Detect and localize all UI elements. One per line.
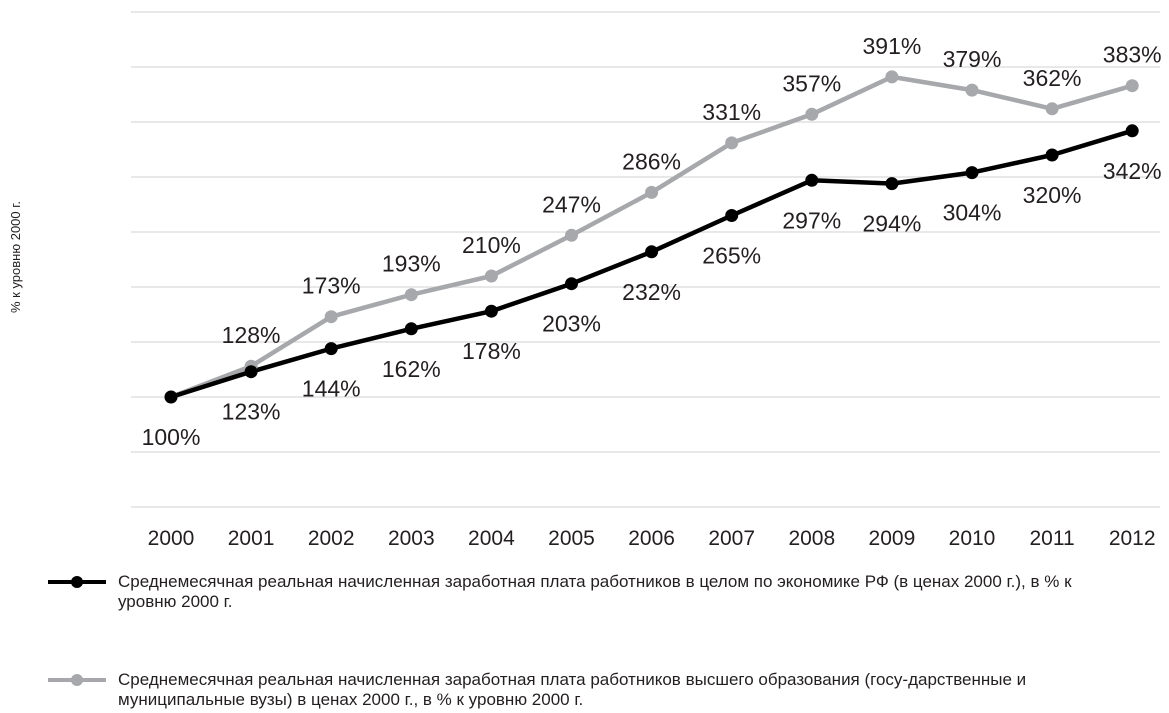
series-0-point	[244, 365, 258, 379]
legend-label-economy: Среднемесячная реальная начисленная зара…	[118, 572, 1072, 611]
x-tick-label: 2007	[708, 527, 755, 550]
data-label-series-0: 123%	[222, 399, 281, 425]
series-1-point	[484, 269, 498, 283]
data-label-series-0: 265%	[702, 243, 761, 269]
series-0-point	[725, 209, 739, 222]
x-tick-label: 2012	[1109, 527, 1156, 550]
series-line-1	[170, 74, 1133, 400]
x-tick-label: 2009	[869, 527, 916, 550]
data-label-series-1: 379%	[943, 46, 1002, 72]
series-0-point	[565, 277, 578, 291]
data-label-series-0: 294%	[862, 211, 921, 237]
series-1-point	[1125, 79, 1139, 93]
data-label-series-1: 286%	[622, 148, 681, 174]
x-tick-label: 2006	[628, 527, 675, 550]
data-label-series-0: 203%	[542, 311, 601, 337]
x-tick-label: 2000	[148, 527, 195, 550]
gridlines	[131, 11, 1160, 508]
data-label-series-1: 247%	[542, 191, 601, 217]
x-tick-label: 2008	[788, 527, 835, 550]
data-label-series-0: 178%	[462, 338, 521, 364]
x-tick-label: 2002	[308, 527, 355, 550]
data-label-series-0: 342%	[1103, 158, 1162, 184]
series-0-point	[1125, 124, 1139, 138]
data-label-series-0: 144%	[302, 376, 361, 402]
series-lines	[170, 74, 1133, 400]
series-1-point	[805, 107, 819, 121]
x-tick-label: 2010	[949, 527, 996, 550]
y-axis-label: % к уровню 2000 г.	[8, 201, 23, 313]
series-0-point	[484, 304, 498, 318]
legend-label-higher-education: Среднемесячная реальная начисленная зара…	[118, 670, 1027, 709]
data-label-series-1: 391%	[862, 33, 921, 59]
legend-item-economy: Среднемесячная реальная начисленная зара…	[48, 572, 1148, 612]
data-label-series-1: 128%	[222, 322, 281, 348]
data-label-series-1: 193%	[382, 251, 441, 277]
series-points	[164, 70, 1139, 404]
series-1-point	[885, 70, 899, 84]
series-0-point	[404, 322, 418, 336]
x-tick-label: 2004	[468, 527, 515, 550]
data-label-series-1: 383%	[1103, 42, 1162, 68]
series-0-point	[885, 177, 899, 191]
data-labels: 100% 123% 144% 162% 178% 203% 232% 265% 297% 294%…	[142, 33, 1162, 450]
series-1-point	[725, 136, 739, 150]
x-tick-label: 2005	[548, 527, 595, 550]
series-1-point	[645, 185, 659, 199]
series-0-point	[164, 390, 178, 404]
data-label-series-1: 331%	[702, 99, 761, 125]
series-0-point	[645, 245, 659, 259]
x-axis-ticks: 2000 2001 2002 2003 2004 2005 2006 2007 2008 2009…	[148, 527, 1156, 550]
legend-swatch-higher-education	[48, 674, 106, 686]
x-tick-label: 2001	[228, 527, 275, 550]
data-label-series-0: 320%	[1023, 182, 1082, 208]
series-0-point	[965, 166, 979, 180]
legend-item-higher-education: Среднемесячная реальная начисленная зара…	[48, 670, 1148, 710]
data-label-series-1: 357%	[782, 70, 841, 96]
series-1-point	[965, 83, 979, 97]
data-label-series-0: 232%	[622, 279, 681, 305]
legend-swatch-economy	[48, 576, 106, 588]
data-label-series-0: 100%	[142, 424, 201, 450]
series-0-point	[805, 173, 819, 187]
data-label-series-0: 162%	[382, 356, 441, 382]
x-tick-label: 2011	[1030, 527, 1075, 550]
series-1-point	[404, 288, 418, 302]
x-tick-label: 2003	[388, 527, 435, 550]
data-label-series-0: 304%	[943, 200, 1002, 226]
series-1-point	[324, 310, 338, 324]
series-0-point	[324, 342, 338, 356]
data-label-series-1: 173%	[302, 273, 361, 299]
series-1-point	[1045, 102, 1059, 116]
series-0-point	[1045, 148, 1059, 162]
data-label-series-0: 297%	[782, 207, 841, 233]
data-label-series-1: 362%	[1023, 65, 1082, 91]
series-1-point	[565, 228, 578, 242]
data-label-series-1: 210%	[462, 232, 521, 258]
